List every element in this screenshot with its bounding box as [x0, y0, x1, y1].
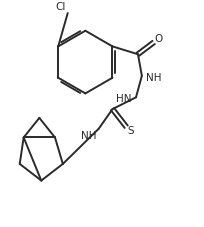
Text: HN: HN	[116, 94, 132, 104]
Text: NH: NH	[81, 131, 97, 141]
Text: NH: NH	[146, 73, 161, 83]
Text: O: O	[154, 34, 163, 44]
Text: Cl: Cl	[56, 2, 66, 12]
Text: S: S	[128, 126, 134, 136]
